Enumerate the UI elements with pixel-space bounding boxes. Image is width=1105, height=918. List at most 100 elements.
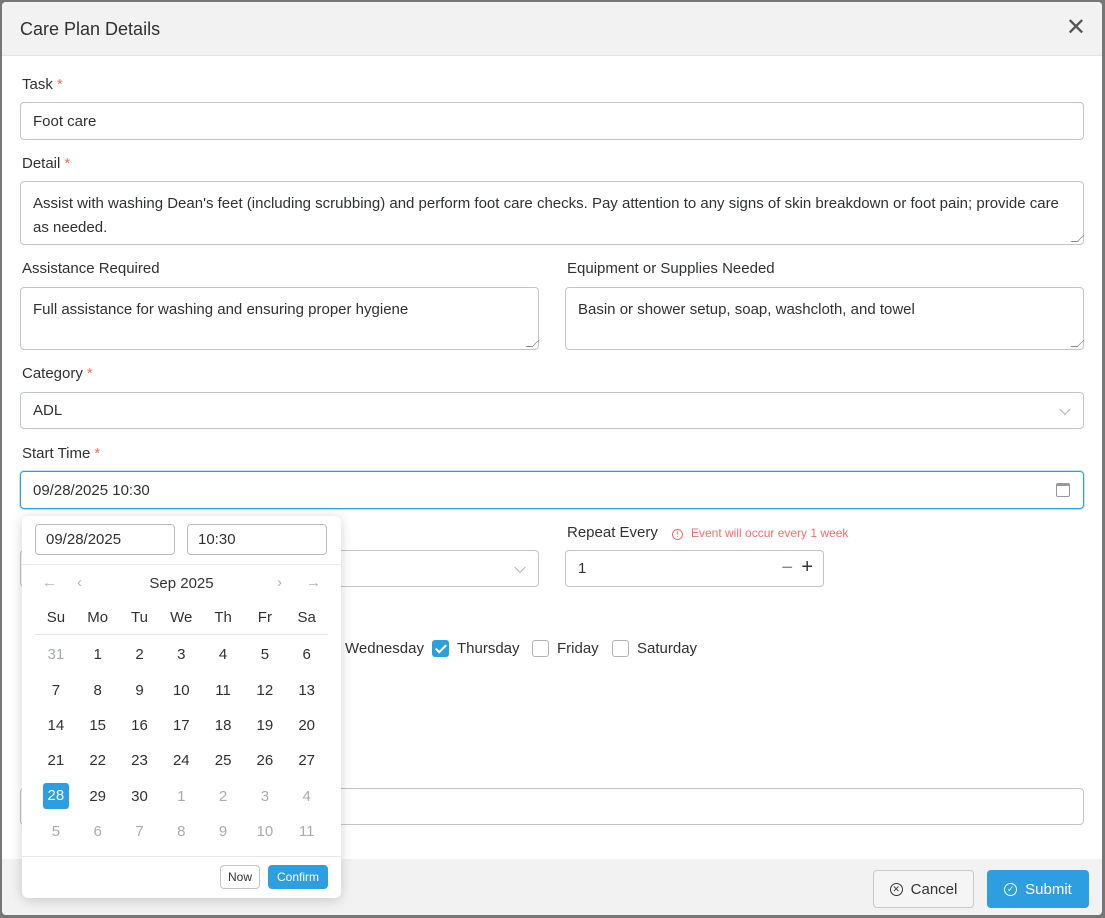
calendar-day[interactable]: 14 (47, 716, 65, 734)
equipment-textarea[interactable]: Basin or shower setup, soap, washcloth, … (565, 287, 1085, 350)
calendar-grid: Su Mo Tu We Th Fr Sa 31 1 2 3 4 5 6 7 8 9 10 11 12 13 14 15 16 1… (35, 601, 328, 849)
calendar-day[interactable]: 24 (172, 752, 190, 770)
calendar-day[interactable]: 27 (298, 752, 316, 770)
weekday-label: Fr (257, 609, 272, 626)
assistance-label: Assistance Required (22, 260, 160, 277)
start-time-label: Start Time * (22, 445, 101, 462)
calendar-day-selected[interactable]: 28 (35, 783, 77, 810)
calendar-week: 28 29 30 1 2 3 4 (35, 779, 328, 814)
day-friday[interactable]: Friday (532, 640, 599, 657)
cancel-button[interactable]: ✕ Cancel (873, 870, 974, 908)
weekday-label: Th (214, 609, 232, 626)
checkbox-checked-icon[interactable] (432, 640, 449, 657)
calendar-day[interactable]: 1 (93, 646, 102, 664)
calendar-week: 31 1 2 3 4 5 6 (35, 637, 328, 672)
calendar-day[interactable]: 4 (218, 646, 228, 664)
submit-button[interactable]: ✓ Submit (987, 870, 1089, 908)
calendar-icon[interactable] (1056, 483, 1070, 497)
task-label: Task * (22, 76, 63, 93)
picker-month-label: Sep 2025 (149, 575, 214, 592)
calendar-day[interactable]: 15 (89, 716, 107, 734)
calendar-day[interactable]: 8 (93, 681, 102, 699)
calendar-week: 5 6 7 8 9 10 11 (35, 814, 328, 849)
calendar-day[interactable]: 18 (214, 716, 232, 734)
calendar-day[interactable]: 10 (256, 823, 274, 841)
calendar-day[interactable]: 8 (177, 823, 186, 841)
calendar-day[interactable]: 3 (260, 787, 270, 805)
calendar-day[interactable]: 11 (298, 823, 315, 841)
calendar-day[interactable]: 26 (256, 752, 274, 770)
detail-textarea[interactable]: Assist with washing Dean's feet (includi… (20, 181, 1085, 245)
task-input[interactable]: Foot care (20, 102, 1084, 140)
calendar-day[interactable]: 4 (302, 787, 311, 805)
weekday-label: Su (46, 609, 66, 626)
weekday-header: Su Mo Tu We Th Fr Sa (35, 601, 328, 635)
calendar-day[interactable]: 3 (177, 646, 186, 664)
weekday-label: Tu (131, 609, 148, 626)
cancel-icon: ✕ (889, 882, 903, 896)
weekday-label: Mo (87, 609, 109, 626)
calendar-day[interactable]: 6 (93, 823, 102, 841)
calendar-day[interactable]: 9 (135, 681, 144, 699)
calendar-day[interactable]: 7 (135, 823, 144, 841)
next-year-icon[interactable]: → (306, 574, 321, 591)
calendar-day[interactable]: 13 (298, 681, 316, 699)
confirm-button[interactable]: Confirm (268, 865, 328, 889)
calendar-day[interactable]: 5 (260, 646, 270, 664)
next-month-icon[interactable]: › (277, 574, 282, 591)
calendar-day[interactable]: 31 (47, 646, 65, 664)
day-thursday[interactable]: Thursday (432, 640, 520, 657)
category-label: Category * (22, 365, 93, 382)
calendar-day[interactable]: 5 (51, 823, 61, 841)
prev-year-icon[interactable]: ← (42, 574, 57, 591)
calendar-day[interactable]: 23 (131, 752, 148, 770)
prev-month-icon[interactable]: ‹ (77, 574, 82, 591)
calendar-day[interactable]: 16 (131, 716, 148, 734)
calendar-day[interactable]: 2 (218, 787, 228, 805)
dialog-header: Care Plan Details ✕ (2, 2, 1102, 56)
weekday-label: Sa (297, 609, 316, 626)
calendar-day[interactable]: 12 (256, 681, 274, 699)
picker-date-input[interactable]: 09/28/2025 (35, 524, 175, 555)
start-time-input[interactable]: 09/28/2025 10:30 (20, 471, 1084, 509)
decrement-button[interactable]: − (781, 557, 793, 579)
calendar-day[interactable]: 30 (131, 787, 148, 805)
equipment-label: Equipment or Supplies Needed (567, 260, 775, 277)
check-circle-icon: ✓ (1004, 882, 1018, 896)
calendar-day[interactable]: 21 (47, 752, 65, 770)
chevron-down-icon (514, 561, 526, 573)
calendar-day[interactable]: 20 (298, 716, 316, 734)
calendar-day[interactable]: 1 (177, 787, 186, 805)
calendar-day[interactable]: 10 (172, 681, 190, 699)
close-icon[interactable]: ✕ (1065, 14, 1086, 41)
calendar-week: 7 8 9 10 11 12 13 (35, 672, 328, 707)
repeat-hint: ! Event will occur every 1 week (672, 526, 848, 540)
calendar-day[interactable]: 9 (218, 823, 228, 841)
assistance-textarea[interactable]: Full assistance for washing and ensuring… (20, 287, 540, 350)
repeat-every-stepper[interactable]: 1 − + (565, 550, 824, 587)
chevron-down-icon (1059, 403, 1071, 415)
calendar-day[interactable]: 22 (89, 752, 107, 770)
day-saturday[interactable]: Saturday (612, 640, 697, 657)
calendar-day[interactable]: 7 (51, 681, 61, 699)
increment-button[interactable]: + (801, 556, 813, 578)
calendar-day[interactable]: 17 (172, 716, 190, 734)
category-select[interactable]: ADL (20, 392, 1084, 429)
calendar-week: 21 22 23 24 25 26 27 (35, 743, 328, 778)
calendar-day[interactable]: 19 (256, 716, 274, 734)
dialog-title: Care Plan Details (20, 19, 161, 39)
calendar-day[interactable]: 2 (135, 646, 144, 664)
calendar-day[interactable]: 25 (214, 752, 232, 770)
now-button[interactable]: Now (220, 865, 260, 889)
calendar-week: 14 15 16 17 18 19 20 (35, 708, 328, 743)
calendar-day[interactable]: 6 (302, 646, 311, 664)
detail-label: Detail * (22, 155, 71, 172)
datetime-picker-popover: 09/28/2025 10:30 ← ‹ Sep 2025 › → Su Mo Tu… (22, 516, 341, 898)
info-icon: ! (672, 529, 683, 540)
calendar-day[interactable]: 11 (215, 681, 231, 699)
repeat-every-label: Repeat Every (567, 524, 658, 541)
picker-time-input[interactable]: 10:30 (187, 524, 327, 555)
calendar-day[interactable]: 29 (89, 787, 107, 805)
picker-footer: Now Confirm (22, 856, 341, 898)
